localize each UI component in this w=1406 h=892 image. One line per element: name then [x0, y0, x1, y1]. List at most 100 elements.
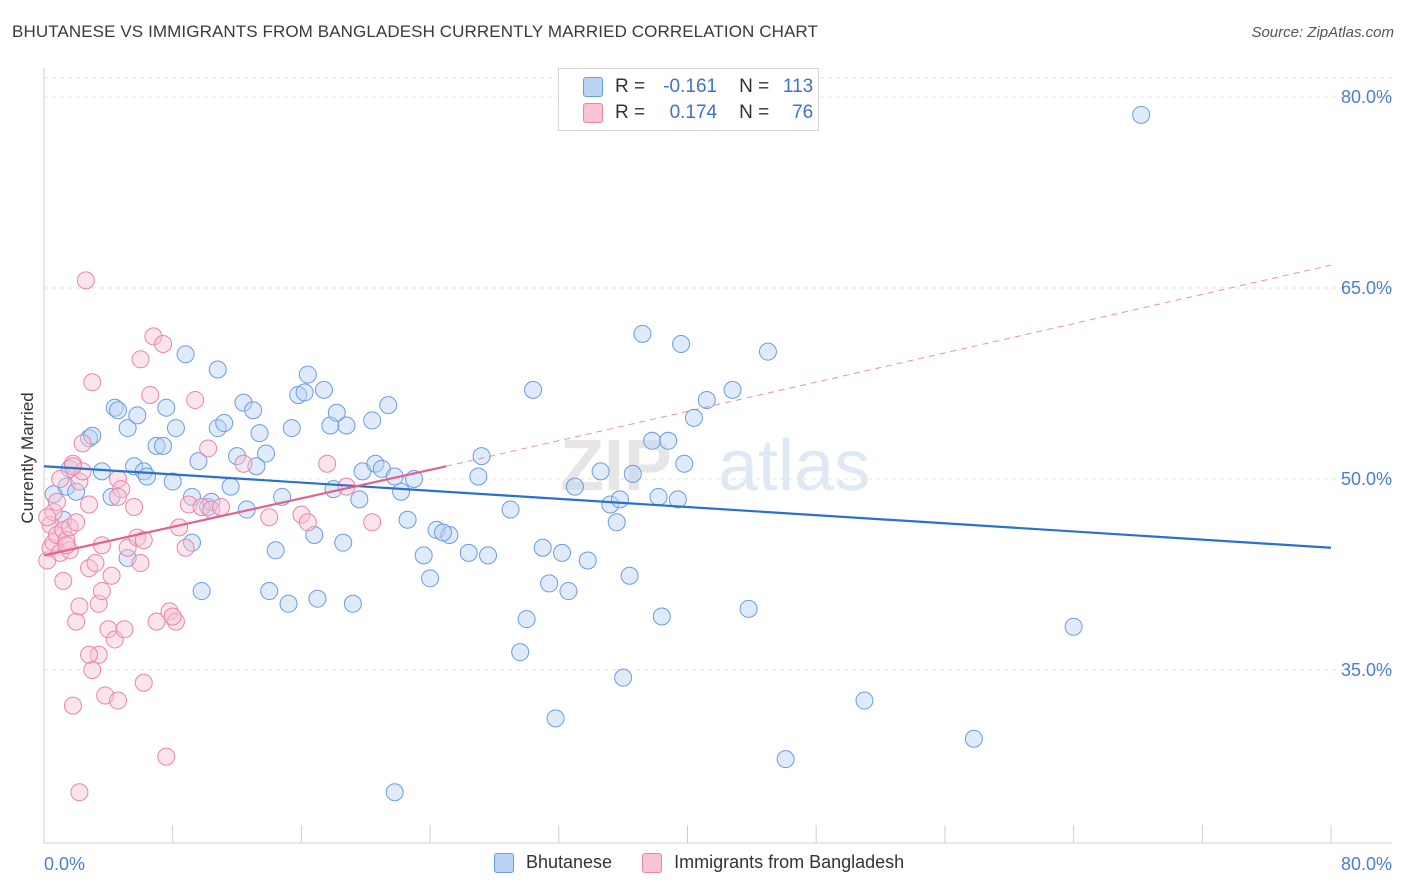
data-point-bangladesh [166, 612, 185, 631]
trend-line-bangladesh-extension [446, 264, 1332, 467]
data-point-bhutanese [501, 500, 520, 519]
legend-n-label: N = [739, 102, 770, 123]
data-point-bangladesh [176, 538, 195, 557]
data-point-bhutanese [398, 510, 417, 529]
watermark: ZIP [560, 426, 672, 506]
data-point-bhutanese [208, 360, 227, 379]
data-point-bhutanese [964, 729, 983, 748]
data-point-bhutanese [540, 574, 559, 593]
data-point-bhutanese [675, 454, 694, 473]
data-point-bhutanese [192, 582, 211, 601]
data-point-bhutanese [363, 411, 382, 430]
data-point-bhutanese [202, 492, 221, 511]
series-bhutanese [44, 105, 1151, 802]
data-point-bangladesh [125, 498, 144, 517]
data-point-bhutanese [517, 610, 536, 629]
data-point-bangladesh [73, 462, 92, 481]
data-point-bhutanese [298, 365, 317, 384]
data-point-bhutanese [601, 495, 620, 514]
data-point-bhutanese [266, 541, 285, 560]
data-point-bhutanese [758, 342, 777, 361]
data-point-bhutanese [668, 490, 687, 509]
data-point-bhutanese [308, 589, 327, 608]
data-point-bhutanese [327, 403, 346, 422]
source-label: Source: ZipAtlas.com [1251, 24, 1394, 41]
data-point-bhutanese [1132, 105, 1151, 124]
data-point-bhutanese [221, 477, 240, 496]
data-point-bhutanese [118, 419, 137, 438]
data-point-bangladesh [70, 783, 89, 802]
data-point-bangladesh [92, 582, 111, 601]
data-point-bhutanese [392, 482, 411, 501]
data-point-bhutanese [672, 335, 691, 354]
data-point-bhutanese [334, 533, 353, 552]
data-point-bhutanese [421, 569, 440, 588]
data-point-bhutanese [295, 383, 314, 402]
data-point-bangladesh [99, 620, 118, 639]
legend-r-label: R = [615, 102, 646, 123]
data-point-bangladesh [67, 513, 86, 532]
data-point-bhutanese [128, 406, 147, 425]
data-point-bhutanese [459, 543, 478, 562]
data-point-bhutanese [282, 419, 301, 438]
legend-row-bangladesh: R = 0.174 N = 76 [583, 101, 813, 125]
data-point-bangladesh [47, 492, 66, 511]
data-point-bangladesh [76, 271, 95, 290]
data-point-bangladesh [186, 391, 205, 410]
data-point-bhutanese [855, 691, 874, 710]
data-point-bangladesh [89, 645, 108, 664]
data-point-bangladesh [54, 571, 73, 590]
data-point-bhutanese [147, 436, 166, 455]
stats-legend: R = -0.161 N = 113 R = 0.174 N = 76 [558, 68, 819, 131]
data-point-bhutanese [524, 380, 543, 399]
data-point-bangladesh [131, 554, 150, 573]
legend-r-label: R = [615, 76, 646, 97]
data-point-bhutanese [620, 566, 639, 585]
legend-r-value: -0.161 [663, 76, 718, 97]
data-point-bangladesh [163, 607, 182, 626]
data-point-bhutanese [723, 380, 742, 399]
data-point-bangladesh [141, 385, 160, 404]
data-point-bhutanese [643, 431, 662, 450]
data-point-bhutanese [433, 523, 452, 542]
y-tick-label: 35.0% [1341, 660, 1392, 680]
axes [43, 68, 1392, 844]
data-point-bangladesh [131, 350, 150, 369]
data-point-bhutanese [776, 750, 795, 769]
data-point-bangladesh [80, 495, 99, 514]
data-point-bhutanese [105, 398, 124, 417]
data-point-bhutanese [257, 444, 276, 463]
data-point-bhutanese [228, 447, 247, 466]
data-point-bhutanese [83, 426, 102, 445]
data-point-bangladesh [63, 457, 82, 476]
legend-row-bhutanese: R = -0.161 N = 113 [583, 75, 813, 99]
legend-n-value: 76 [792, 102, 814, 123]
data-point-bhutanese [614, 668, 633, 687]
data-point-bhutanese [684, 408, 703, 427]
data-point-bhutanese [125, 457, 144, 476]
data-point-bangladesh [70, 472, 89, 491]
data-point-bhutanese [250, 424, 269, 443]
legend-label-bangladesh: Immigrants from Bangladesh [674, 852, 905, 872]
data-point-bhutanese [591, 462, 610, 481]
data-point-bhutanese [314, 380, 333, 399]
data-point-bhutanese [109, 401, 128, 420]
data-point-bhutanese [199, 498, 218, 517]
data-point-bangladesh [154, 335, 173, 354]
series-bangladesh [38, 271, 382, 802]
legend-swatch-pink [583, 103, 603, 123]
data-point-bhutanese [623, 464, 642, 483]
data-point-bhutanese [553, 543, 572, 562]
data-point-bangladesh [83, 661, 102, 679]
data-point-bangladesh [134, 531, 153, 550]
trend-lines [43, 264, 1332, 557]
data-point-bhutanese [533, 538, 552, 557]
legend-r-value: 0.174 [669, 102, 718, 123]
data-point-bangladesh [363, 513, 382, 532]
data-point-bhutanese [350, 490, 369, 509]
data-point-bangladesh [298, 513, 317, 532]
data-point-bhutanese [379, 396, 398, 415]
data-point-bhutanese [163, 472, 182, 491]
data-point-bhutanese [472, 447, 491, 466]
data-point-bangladesh [234, 454, 253, 473]
